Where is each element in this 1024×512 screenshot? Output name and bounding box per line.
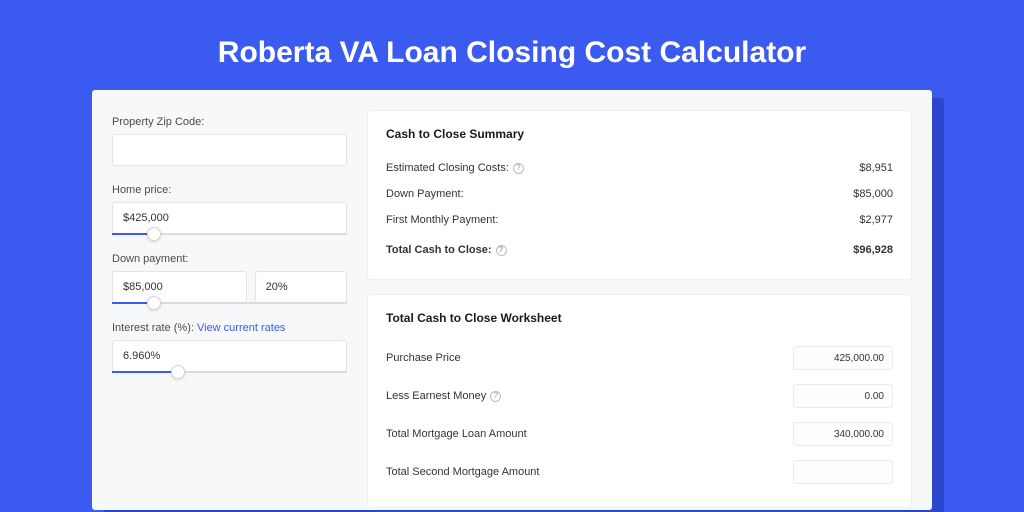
down-payment-slider[interactable]: [112, 302, 347, 304]
info-icon[interactable]: ?: [513, 163, 524, 174]
home-price-slider-knob[interactable]: [147, 227, 161, 241]
worksheet-row-label: Total Mortgage Loan Amount: [386, 428, 527, 440]
worksheet-row-value[interactable]: [793, 460, 893, 484]
info-icon[interactable]: ?: [496, 245, 507, 256]
info-icon[interactable]: ?: [490, 391, 501, 402]
summary-row: Estimated Closing Costs: ? $8,951: [386, 155, 893, 181]
home-price-group: Home price:: [112, 184, 347, 235]
interest-rate-label-row: Interest rate (%): View current rates: [112, 322, 347, 334]
summary-total-row: Total Cash to Close: ? $96,928: [386, 237, 893, 263]
calculator-card: Property Zip Code: Home price: Down paym…: [92, 90, 932, 510]
summary-row-label: First Monthly Payment:: [386, 214, 498, 226]
home-price-slider[interactable]: [112, 233, 347, 235]
summary-total-value: $96,928: [853, 244, 893, 256]
worksheet-row-label: Purchase Price: [386, 352, 461, 364]
worksheet-row-value[interactable]: 340,000.00: [793, 422, 893, 446]
summary-row: First Monthly Payment: $2,977: [386, 207, 893, 233]
zip-group: Property Zip Code:: [112, 116, 347, 166]
input-column: Property Zip Code: Home price: Down paym…: [112, 110, 347, 490]
page-title: Roberta VA Loan Closing Cost Calculator: [0, 0, 1024, 90]
interest-rate-label: Interest rate (%):: [112, 322, 194, 334]
worksheet-row: Total Mortgage Loan Amount 340,000.00: [386, 415, 893, 453]
summary-total-label: Total Cash to Close:: [386, 244, 492, 256]
summary-row-label: Down Payment:: [386, 188, 464, 200]
worksheet-row-label: Total Second Mortgage Amount: [386, 466, 539, 478]
down-payment-slider-knob[interactable]: [147, 296, 161, 310]
interest-rate-group: Interest rate (%): View current rates: [112, 322, 347, 373]
interest-rate-slider-fill: [112, 371, 178, 373]
interest-rate-slider[interactable]: [112, 371, 347, 373]
zip-label: Property Zip Code:: [112, 116, 347, 128]
summary-row-value: $2,977: [859, 214, 893, 226]
summary-row: Down Payment: $85,000: [386, 181, 893, 207]
zip-input[interactable]: [112, 134, 347, 166]
summary-row-value: $8,951: [859, 162, 893, 174]
summary-row-value: $85,000: [853, 188, 893, 200]
down-payment-inputs: [112, 271, 347, 303]
down-payment-percent-input[interactable]: [255, 271, 347, 303]
worksheet-row-value[interactable]: 425,000.00: [793, 346, 893, 370]
summary-column: Cash to Close Summary Estimated Closing …: [367, 110, 912, 490]
summary-panel: Cash to Close Summary Estimated Closing …: [367, 110, 912, 280]
down-payment-group: Down payment:: [112, 253, 347, 304]
worksheet-row: Less Earnest Money ? 0.00: [386, 377, 893, 415]
interest-rate-input[interactable]: [112, 340, 347, 372]
worksheet-row-label: Less Earnest Money: [386, 390, 486, 402]
home-price-input[interactable]: [112, 202, 347, 234]
worksheet-panel: Total Cash to Close Worksheet Purchase P…: [367, 294, 912, 508]
calculator-card-wrap: Property Zip Code: Home price: Down paym…: [92, 90, 932, 510]
down-payment-label: Down payment:: [112, 253, 347, 265]
summary-row-label: Estimated Closing Costs:: [386, 162, 509, 174]
down-payment-amount-input[interactable]: [112, 271, 247, 303]
worksheet-title: Total Cash to Close Worksheet: [386, 311, 893, 325]
worksheet-row: Purchase Price 425,000.00: [386, 339, 893, 377]
interest-rate-slider-knob[interactable]: [171, 365, 185, 379]
worksheet-row: Total Second Mortgage Amount: [386, 453, 893, 491]
home-price-label: Home price:: [112, 184, 347, 196]
worksheet-row-value[interactable]: 0.00: [793, 384, 893, 408]
view-rates-link[interactable]: View current rates: [197, 322, 285, 334]
summary-title: Cash to Close Summary: [386, 127, 893, 141]
